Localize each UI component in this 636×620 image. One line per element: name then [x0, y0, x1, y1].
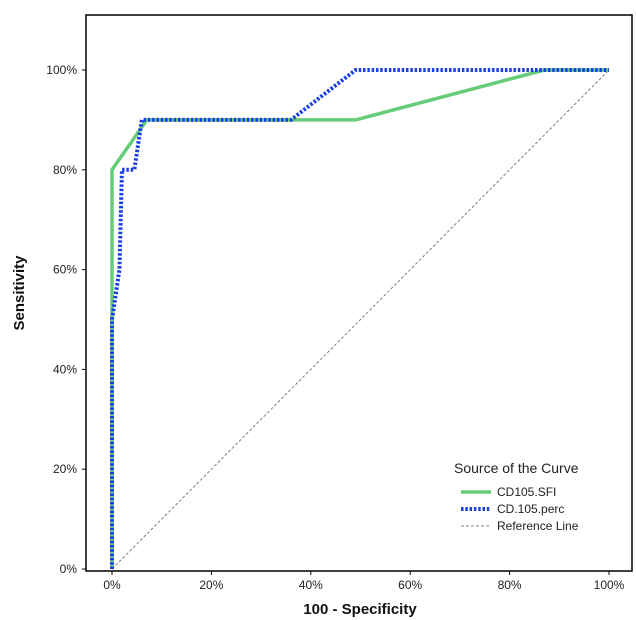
y-tick-label: 0% — [60, 562, 78, 576]
y-axis-title: Sensitivity — [11, 255, 28, 331]
legend: Source of the Curve CD105.SFI CD.105.perc… — [454, 460, 579, 533]
x-tick-label: 80% — [498, 578, 522, 592]
y-tick-label: 80% — [53, 163, 77, 177]
legend-items: CD105.SFI CD.105.perc Reference Line — [461, 485, 579, 533]
x-tick-label: 0% — [103, 578, 121, 592]
legend-label: CD105.SFI — [497, 485, 556, 499]
x-tick-label: 20% — [199, 578, 223, 592]
x-tick-label: 100% — [594, 578, 625, 592]
x-tick-label: 60% — [398, 578, 422, 592]
y-tick-label: 60% — [53, 263, 77, 277]
legend-title: Source of the Curve — [454, 460, 579, 476]
y-tick-label: 20% — [53, 462, 77, 476]
y-tick-label: 100% — [46, 63, 77, 77]
x-tick-label: 40% — [299, 578, 323, 592]
x-axis-title: 100 - Specificity — [303, 601, 417, 618]
legend-label: CD.105.perc — [497, 502, 564, 516]
y-axis-ticks: 0% 20% 40% 60% 80% 100% — [46, 63, 86, 576]
series-layer — [110, 68, 610, 570]
legend-label: Reference Line — [497, 519, 579, 533]
series-line-reference-line — [111, 69, 610, 570]
plot-frame — [85, 14, 633, 572]
y-tick-label: 40% — [53, 362, 77, 376]
x-axis-ticks: 0% 20% 40% 60% 80% 100% — [103, 571, 625, 592]
